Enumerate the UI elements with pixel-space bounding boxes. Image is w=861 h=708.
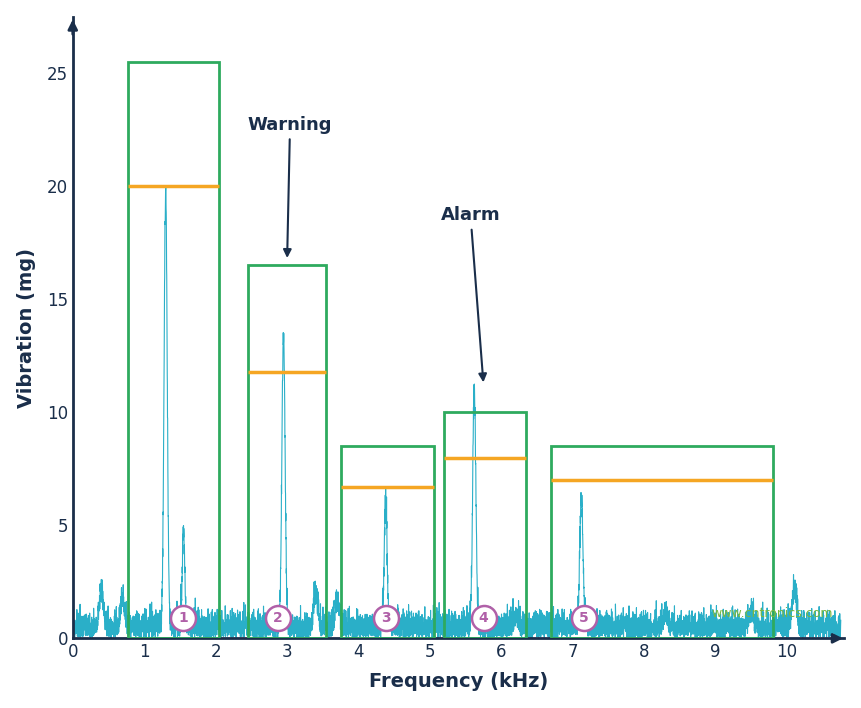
Bar [444,412,526,639]
Text: 2: 2 [273,611,282,625]
Text: 1: 1 [178,611,189,625]
X-axis label: Frequency (kHz): Frequency (kHz) [369,673,548,691]
Text: www.cntronics.com: www.cntronics.com [711,607,833,620]
Bar [128,62,220,639]
Text: 4: 4 [479,611,488,625]
Text: Alarm: Alarm [441,206,500,380]
Bar [248,266,326,639]
Bar [551,446,773,639]
Bar [341,446,434,639]
Text: 5: 5 [579,611,588,625]
Y-axis label: Vibration (mg): Vibration (mg) [16,248,35,408]
Text: Warning: Warning [248,115,332,256]
Text: 3: 3 [381,611,391,625]
